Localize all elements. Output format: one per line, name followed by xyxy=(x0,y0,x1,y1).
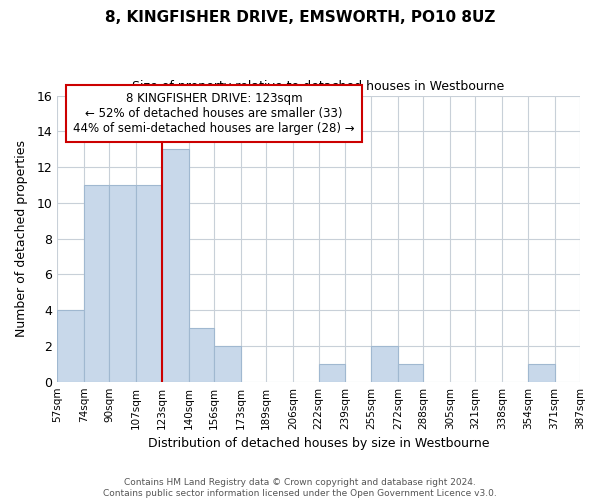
Bar xyxy=(161,149,188,382)
Y-axis label: Number of detached properties: Number of detached properties xyxy=(15,140,28,337)
Bar xyxy=(398,364,423,382)
Text: Contains HM Land Registry data © Crown copyright and database right 2024.
Contai: Contains HM Land Registry data © Crown c… xyxy=(103,478,497,498)
Text: 8, KINGFISHER DRIVE, EMSWORTH, PO10 8UZ: 8, KINGFISHER DRIVE, EMSWORTH, PO10 8UZ xyxy=(105,10,495,25)
Bar xyxy=(319,364,346,382)
X-axis label: Distribution of detached houses by size in Westbourne: Distribution of detached houses by size … xyxy=(148,437,489,450)
Bar xyxy=(528,364,554,382)
Text: 8 KINGFISHER DRIVE: 123sqm
← 52% of detached houses are smaller (33)
44% of semi: 8 KINGFISHER DRIVE: 123sqm ← 52% of deta… xyxy=(73,92,355,135)
Bar xyxy=(188,328,214,382)
Bar xyxy=(109,185,136,382)
Bar xyxy=(57,310,84,382)
Bar xyxy=(371,346,398,382)
Bar xyxy=(84,185,109,382)
Bar xyxy=(136,185,161,382)
Title: Size of property relative to detached houses in Westbourne: Size of property relative to detached ho… xyxy=(133,80,505,93)
Bar xyxy=(214,346,241,382)
